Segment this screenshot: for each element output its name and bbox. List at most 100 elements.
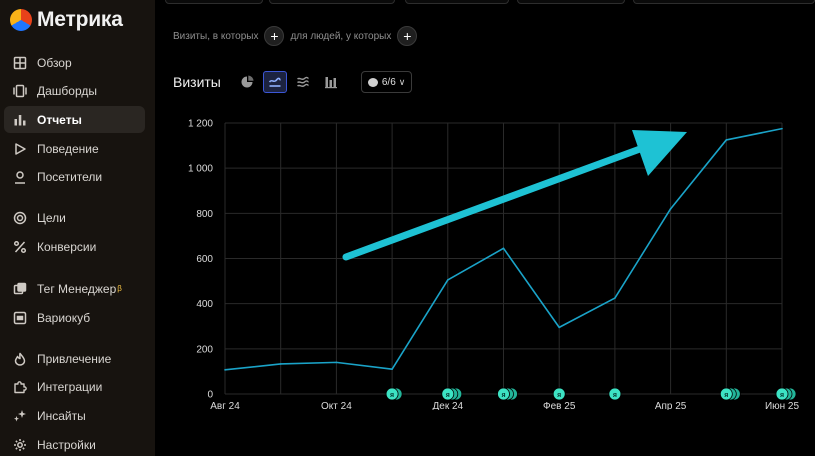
chart-grid <box>224 122 783 395</box>
annotation-bubble <box>775 387 789 401</box>
y-tick-label: 1 200 <box>188 119 213 130</box>
sidebar-item-variocube[interactable]: Вариокуб <box>4 304 145 331</box>
annotations-count: 6/6 <box>381 76 396 88</box>
top-tab[interactable] <box>633 0 815 4</box>
data-point <box>335 361 338 364</box>
line-chart-button[interactable] <box>262 71 287 93</box>
chevron-down-icon: ∨ <box>398 76 406 87</box>
data-point <box>447 279 449 281</box>
x-tick-label: Фев 25 <box>543 401 576 410</box>
dashboard-icon <box>13 84 27 98</box>
top-filter-tabs <box>165 0 815 6</box>
metrika-logo-icon <box>10 9 32 31</box>
sidebar-item-tag-manager[interactable]: Тег Менеджер β <box>4 275 145 302</box>
puzzle-icon <box>13 380 27 394</box>
data-point <box>391 368 393 370</box>
annotation-bubble <box>719 387 733 401</box>
trend-arrow <box>342 130 687 261</box>
sidebar-item-label: Цели <box>37 210 66 225</box>
sidebar-item-acquisition[interactable]: Привлечение <box>4 345 145 372</box>
sidebar-item-dashboards[interactable]: Дашборды <box>4 77 145 104</box>
sidebar-item-integrations[interactable]: Интеграции <box>4 373 145 400</box>
bar-chart-icon <box>13 113 27 127</box>
pie-chart-button[interactable] <box>235 71 259 93</box>
annotation-bubble <box>441 387 455 401</box>
area-chart-button[interactable] <box>291 71 315 93</box>
y-tick-label: 400 <box>196 299 213 310</box>
sparkle-icon <box>13 409 27 423</box>
data-point <box>224 369 226 371</box>
top-tab[interactable] <box>517 0 625 4</box>
sidebar-item-label: Инсайты <box>37 408 86 423</box>
annotation-marker[interactable]: я <box>497 387 518 401</box>
sidebar-item-label: Привлечение <box>37 351 112 366</box>
annotation-marker[interactable]: я <box>385 387 403 401</box>
sidebar-item-behavior[interactable]: Поведение <box>4 135 145 162</box>
top-tab[interactable] <box>165 0 263 4</box>
add-people-condition-button[interactable]: + <box>397 26 418 46</box>
variocube-icon <box>13 311 27 325</box>
sidebar-item-reports[interactable]: Отчеты <box>4 106 145 133</box>
annotation-marker[interactable]: я <box>441 387 463 401</box>
data-point <box>725 139 728 141</box>
annotation-bubble <box>608 387 622 401</box>
y-tick-label: 600 <box>196 254 213 265</box>
sidebar-item-label: Дашборды <box>37 83 97 98</box>
top-tab[interactable] <box>269 0 395 4</box>
sidebar-item-settings[interactable]: Настройки <box>4 431 145 456</box>
annotation-marker[interactable]: я <box>552 387 566 401</box>
sidebar-item-label: Настройки <box>37 437 96 452</box>
sidebar-item-label: Вариокуб <box>37 310 91 325</box>
annotation-glyph: я <box>613 392 617 399</box>
x-axis: Авг 24 Окт 24 Дек 24 Фев 25 Апр 25 Июн 25 <box>210 401 799 410</box>
arrow-head <box>632 130 687 176</box>
y-tick-label: 800 <box>196 209 213 220</box>
area-chart-icon <box>296 76 309 88</box>
sidebar-item-insights[interactable]: Инсайты <box>4 402 145 429</box>
top-tab[interactable] <box>405 0 509 4</box>
sidebar-item-label: Конверсии <box>37 239 97 254</box>
annotation-marker[interactable]: я <box>608 387 622 401</box>
sidebar-item-overview[interactable]: Обзор <box>4 49 145 76</box>
series-line-layer <box>224 127 783 371</box>
play-icon <box>13 142 27 156</box>
annotation-glyph: я <box>390 392 394 399</box>
y-tick-label: 1 000 <box>188 164 213 175</box>
add-visit-condition-button[interactable]: + <box>264 26 285 46</box>
sidebar-item-label: Тег Менеджер <box>37 281 117 296</box>
data-point <box>614 297 616 299</box>
sidebar-item-label: Посетители <box>37 169 103 184</box>
pie-chart-icon <box>241 75 254 88</box>
annotation-marker[interactable]: я <box>775 387 797 401</box>
x-tick-label: Окт 24 <box>321 401 352 410</box>
sidebar-item-conversions[interactable]: Конверсии <box>4 233 145 260</box>
data-point <box>502 247 505 250</box>
sidebar-item-goals[interactable]: Цели <box>4 204 145 231</box>
x-tick-label: Июн 25 <box>765 401 800 410</box>
flame-icon <box>13 352 27 366</box>
annotation-bubble <box>552 387 566 401</box>
chart-title: Визиты <box>173 74 221 90</box>
y-tick-label: 200 <box>196 344 213 355</box>
x-tick-label: Апр 25 <box>655 401 687 410</box>
line-chart-icon <box>268 77 281 87</box>
segment-filter-row: Визиты, в которых + для людей, у которых… <box>173 26 423 46</box>
visits-line-chart[interactable]: 0 200 400 600 800 1 000 1 200 Авг 24 Окт 24 Дек … <box>165 110 815 411</box>
x-tick-label: Авг 24 <box>210 401 240 410</box>
annotation-glyph: я <box>501 392 505 399</box>
visits-filter-label: Визиты, в которых <box>173 30 259 42</box>
data-point <box>279 363 282 365</box>
sidebar-item-visitors[interactable]: Посетители <box>4 163 145 190</box>
logo[interactable]: Метрика <box>10 6 123 34</box>
chart-header: Визиты 6/6 ∨ <box>173 70 413 94</box>
annotation-marker[interactable]: я <box>719 387 741 401</box>
data-point <box>558 326 560 329</box>
annotations-select[interactable]: 6/6 ∨ <box>360 71 413 93</box>
gear-icon <box>13 438 27 452</box>
annotation-glyph: я <box>557 392 561 399</box>
bar-chart-type-button[interactable] <box>319 71 343 93</box>
grid-icon <box>13 56 27 70</box>
data-point <box>669 208 672 210</box>
sidebar-item-label: Интеграции <box>37 379 103 394</box>
